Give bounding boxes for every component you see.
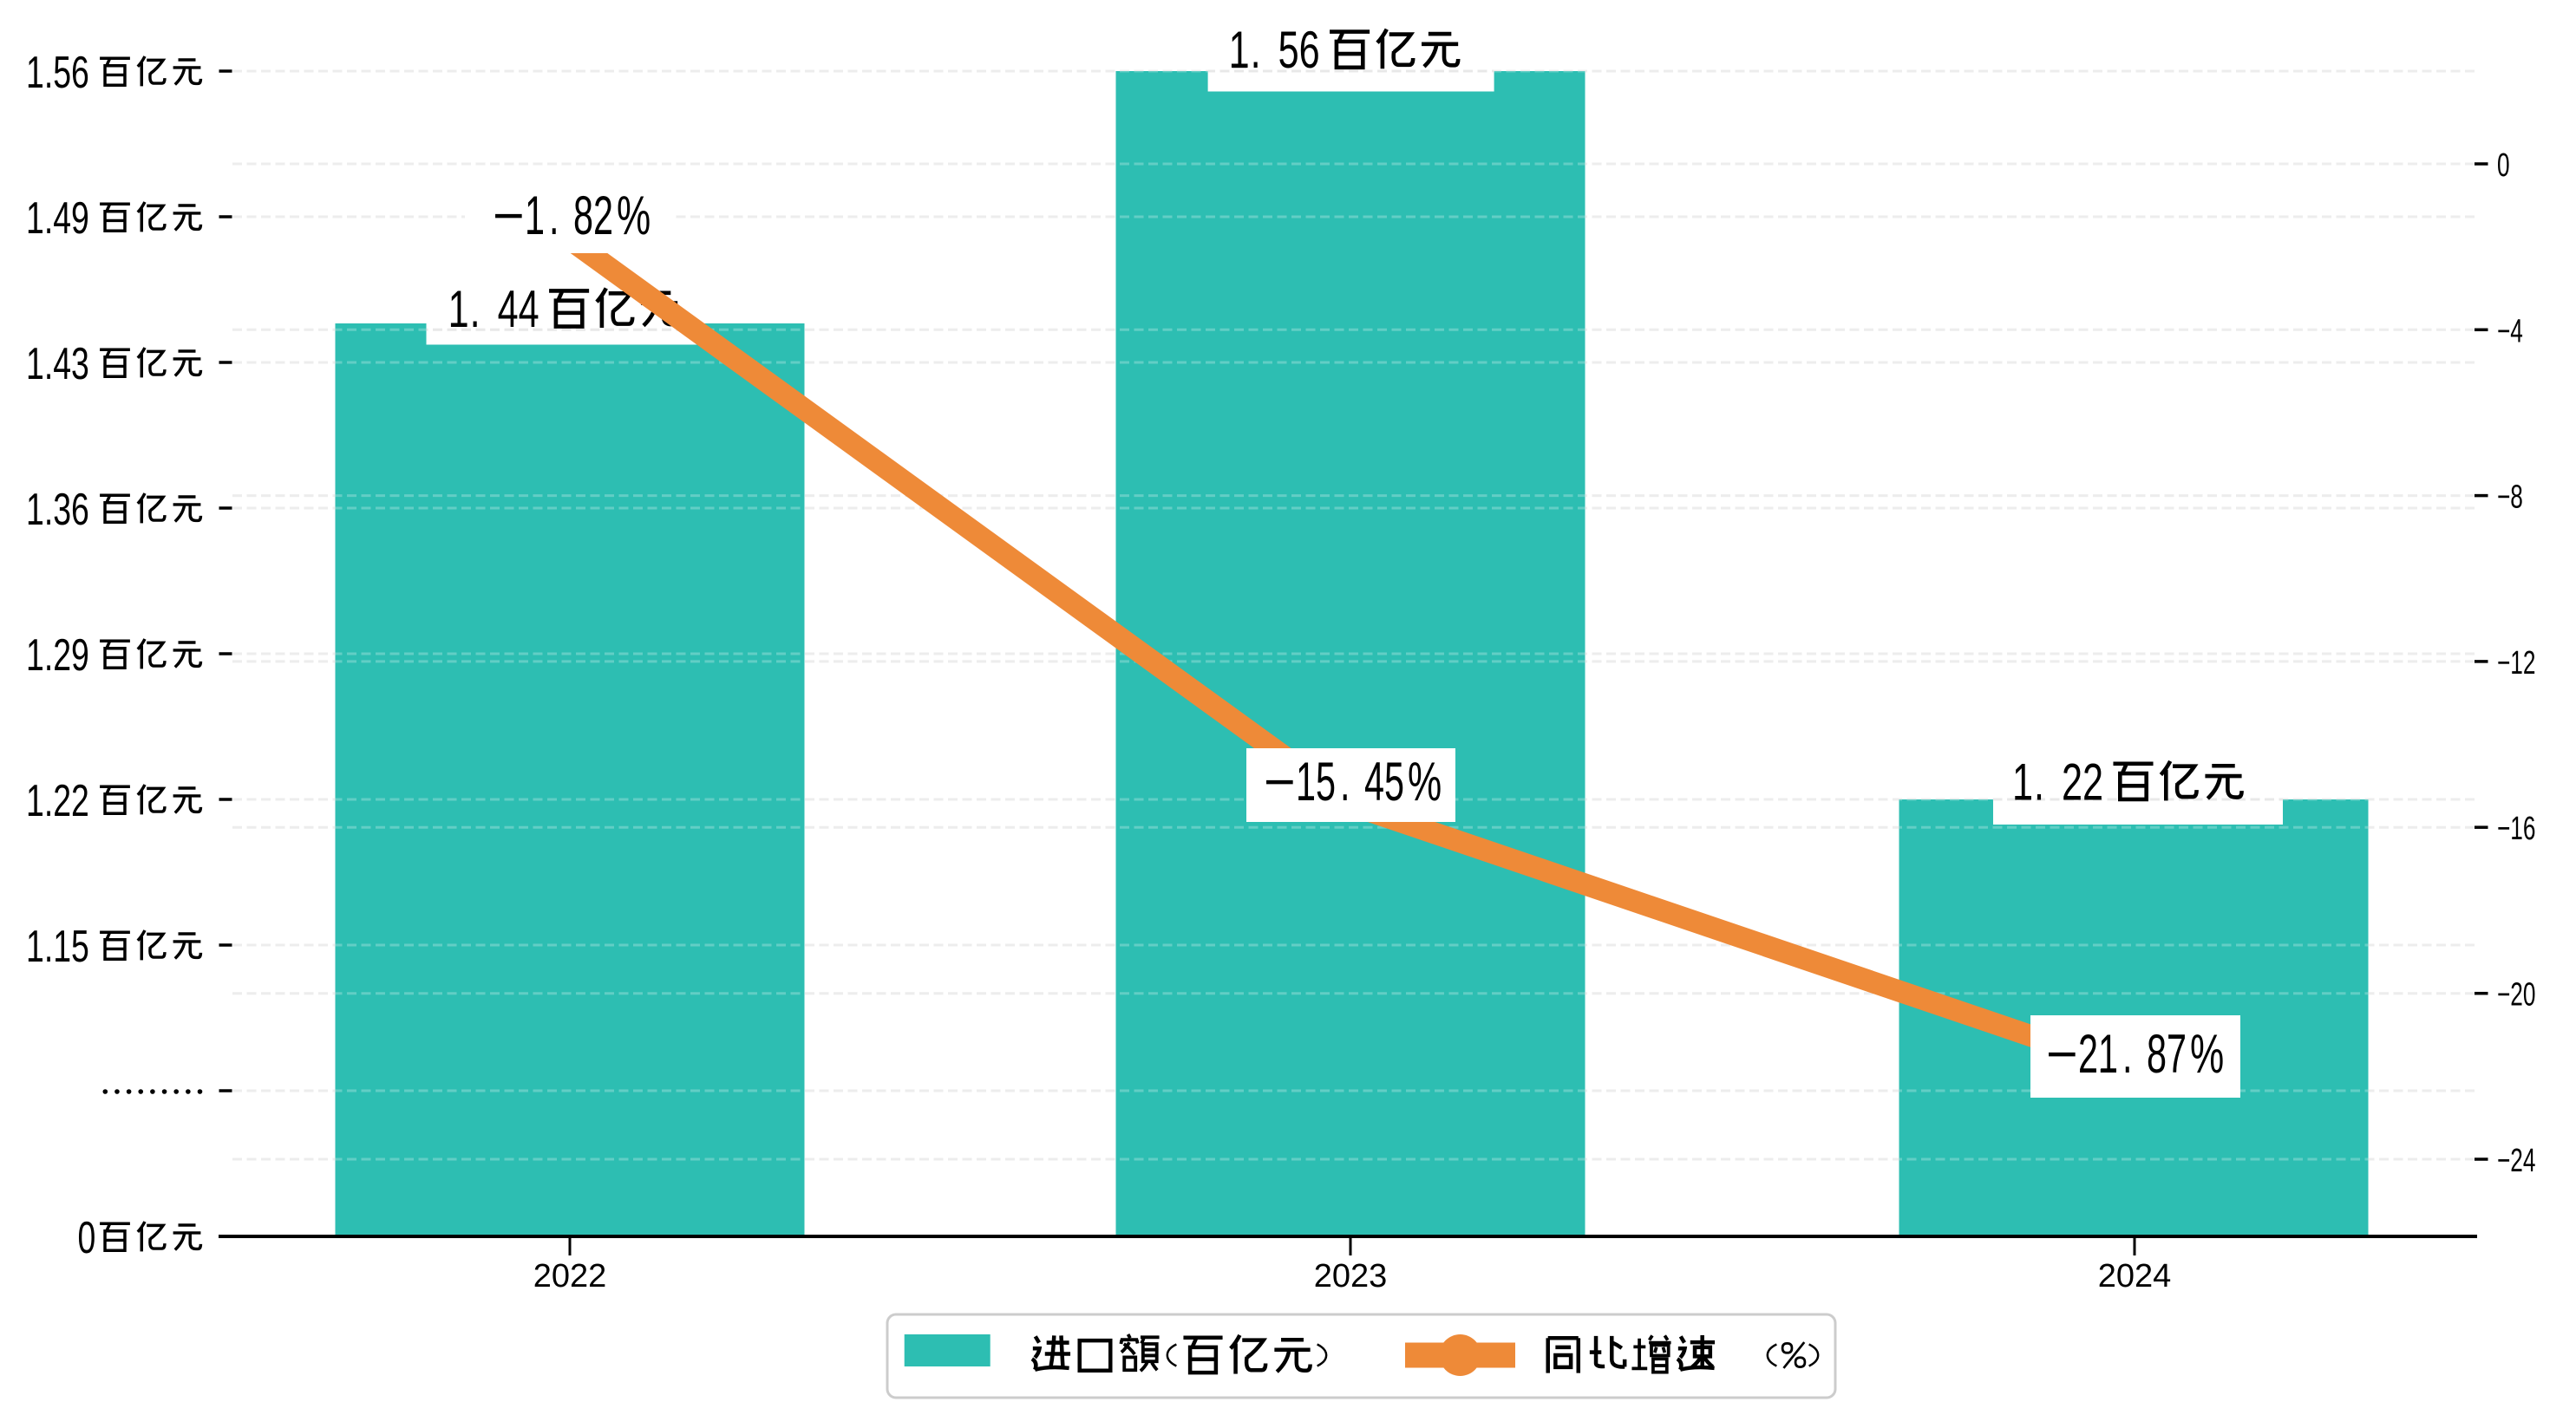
svg-text:1: 1: [448, 281, 469, 339]
svg-text:.: .: [1340, 752, 1350, 812]
svg-text:1.56: 1.56: [26, 47, 89, 98]
svg-text:1: 1: [1229, 22, 1250, 80]
svg-text:−: −: [493, 186, 525, 246]
svg-text:1.29: 1.29: [26, 629, 89, 681]
svg-text:2022: 2022: [533, 1258, 607, 1294]
svg-text:−16: −16: [2497, 809, 2535, 846]
svg-text:2024: 2024: [2098, 1258, 2172, 1294]
svg-text:1.15: 1.15: [26, 921, 89, 972]
svg-text:0: 0: [2497, 146, 2510, 183]
svg-text:44: 44: [498, 281, 539, 339]
svg-text:%: %: [2190, 1023, 2224, 1085]
svg-text:−4: −4: [2497, 311, 2523, 349]
svg-text:.: .: [2034, 754, 2044, 812]
svg-text:1.22: 1.22: [26, 775, 89, 826]
svg-text:1.36: 1.36: [26, 484, 89, 535]
svg-text:1.43: 1.43: [26, 338, 89, 389]
svg-text:−: −: [1264, 752, 1296, 812]
svg-text:%: %: [1408, 751, 1442, 812]
svg-text:%: %: [617, 185, 651, 246]
svg-text:56: 56: [1278, 22, 1320, 80]
svg-text:−8: −8: [2497, 478, 2523, 515]
svg-text:1: 1: [525, 186, 545, 246]
svg-text:−12: −12: [2497, 643, 2535, 681]
svg-text:.: .: [1251, 22, 1261, 80]
svg-text:.: .: [470, 281, 481, 339]
svg-text:1: 1: [2012, 754, 2033, 812]
svg-text:15: 15: [1296, 752, 1336, 812]
svg-text:87: 87: [2147, 1024, 2187, 1085]
svg-text:45: 45: [1364, 752, 1404, 812]
svg-text:−20: −20: [2497, 975, 2535, 1013]
svg-text:82: 82: [573, 186, 613, 246]
svg-text:22: 22: [2062, 754, 2103, 812]
svg-text:0: 0: [78, 1212, 96, 1263]
svg-text:21: 21: [2078, 1024, 2118, 1085]
svg-text:.: .: [2122, 1024, 2133, 1085]
svg-text:.: .: [549, 186, 559, 246]
svg-text:1.49: 1.49: [26, 192, 89, 244]
svg-text:2023: 2023: [1314, 1258, 1388, 1294]
svg-text:−24: −24: [2497, 1141, 2535, 1178]
svg-text:−: −: [2046, 1024, 2078, 1085]
